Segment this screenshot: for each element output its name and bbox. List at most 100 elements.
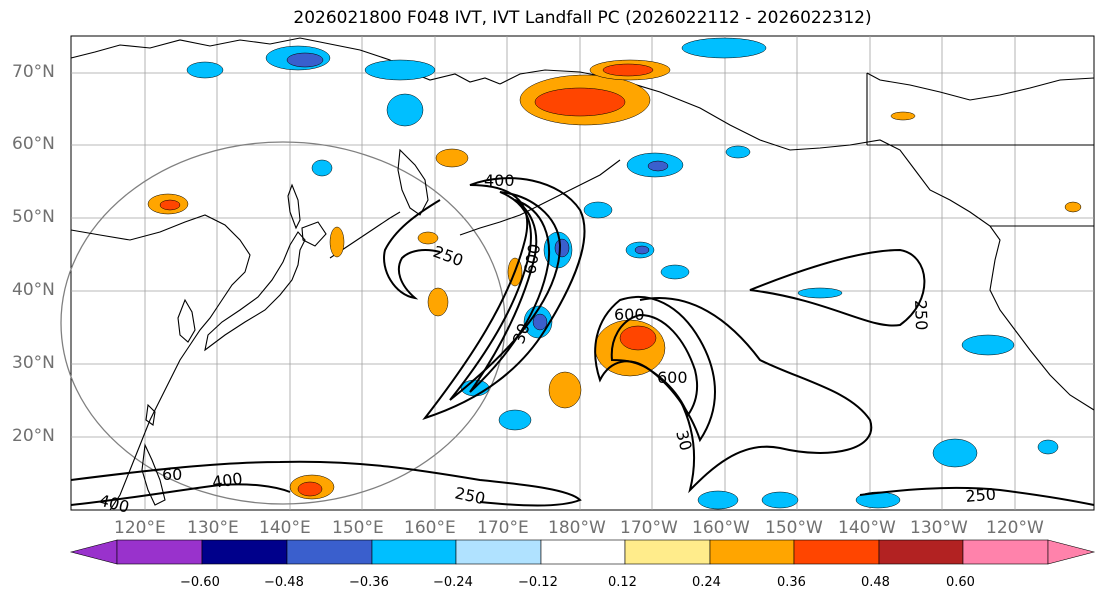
positive-anomaly-blob: [435, 148, 469, 168]
coastline-sakhalin: [287, 183, 301, 230]
colorbar-tick-label: 0.48: [861, 575, 890, 590]
ivt-contour-250-south: [70, 460, 582, 507]
colorbar-tick-label: −0.12: [518, 575, 558, 590]
coastline-hokkaido: [301, 221, 327, 247]
colorbar-tick-label: 0.36: [777, 575, 806, 590]
colorbar-segment: [962, 539, 1049, 565]
colorbar-segment: [624, 539, 711, 565]
colorbar-segment: [286, 539, 373, 565]
colorbar-tick-label: 0.12: [608, 575, 637, 590]
colorbar-segment: [793, 539, 880, 565]
ivt-anomaly-shading: [147, 37, 1082, 510]
negative-anomaly-blob: [725, 145, 751, 159]
ivt-contour-250-northeast: [749, 248, 926, 327]
negative-anomaly-blob: [634, 245, 650, 255]
lat-label: 30°N: [12, 353, 55, 373]
positive-anomaly-blob: [329, 226, 345, 258]
lon-label: 160°W: [692, 518, 750, 538]
negative-anomaly-blob: [1037, 439, 1059, 455]
positive-anomaly-blob: [159, 199, 181, 211]
coastline-asia-east: [70, 214, 251, 511]
negative-anomaly-blob: [364, 59, 436, 81]
coastline-kamchatka: [397, 148, 429, 216]
lat-label: 70°N: [12, 62, 55, 82]
lon-label: 170°E: [477, 518, 529, 538]
negative-anomaly-blob: [961, 334, 1015, 356]
negative-anomaly-blob: [532, 313, 548, 331]
lon-label: 120°E: [114, 518, 166, 538]
lon-label: 150°E: [332, 518, 384, 538]
positive-anomaly-blob: [890, 111, 916, 121]
lat-label: 60°N: [12, 134, 55, 154]
coastline-asia-north: [70, 37, 501, 85]
colorbar-segment: [201, 539, 288, 565]
positive-anomaly-blob: [427, 287, 449, 317]
colorbar: [69, 539, 1096, 565]
negative-anomaly-blob: [797, 287, 843, 299]
positive-anomaly-blob: [297, 481, 323, 497]
coastline-taiwan: [145, 403, 156, 426]
colorbar-low-extension: [69, 539, 118, 565]
coastlines: [70, 37, 1095, 511]
negative-anomaly-blob: [386, 93, 424, 127]
positive-anomaly-blob: [602, 63, 654, 77]
colorbar-segment: [455, 539, 542, 565]
lat-label: 20°N: [12, 426, 55, 446]
lon-label: 140°W: [838, 518, 896, 538]
colorbar-tick-label: −0.48: [264, 575, 304, 590]
lat-label: 50°N: [12, 207, 55, 227]
ivt-contour-250-hook: [383, 199, 441, 300]
coastline-korea: [177, 298, 196, 343]
negative-anomaly-blob: [932, 438, 978, 468]
ivt-contour-600: [610, 313, 698, 418]
lon-label: 180°W: [548, 518, 606, 538]
colorbar-high-extension: [1047, 539, 1096, 565]
colorbar-tick-label: 0.60: [946, 575, 975, 590]
ivt-contours: [70, 177, 1095, 507]
positive-anomaly-blob: [534, 87, 626, 117]
contour-label: 600: [614, 305, 645, 324]
negative-anomaly-blob: [697, 490, 739, 510]
positive-anomaly-blob: [1064, 201, 1082, 213]
colorbar-segment: [878, 539, 964, 565]
ivt-contour-600: [449, 191, 562, 401]
negative-anomaly-blob: [186, 61, 224, 79]
lon-label: 120°W: [986, 518, 1044, 538]
contour-label: 60: [162, 465, 182, 484]
coastline-aleutians: [459, 159, 621, 236]
positive-anomaly-blob: [548, 371, 582, 409]
colorbar-tick-label: −0.60: [180, 575, 220, 590]
lon-label: 130°E: [187, 518, 239, 538]
negative-anomaly-blob: [660, 264, 690, 280]
lon-label: 150°W: [765, 518, 823, 538]
ivt-contour-250-east: [639, 297, 873, 494]
colorbar-segment: [116, 539, 203, 565]
contour-label: 30: [672, 428, 696, 453]
colorbar-tick-label: −0.36: [349, 575, 389, 590]
negative-anomaly-blob: [498, 409, 532, 431]
lon-label: 140°E: [259, 518, 311, 538]
negative-anomaly-blob: [286, 52, 324, 68]
ivt-contour-1000: [469, 199, 550, 393]
coastline-alaska: [499, 69, 1095, 411]
colorbar-tick-label: 0.24: [692, 575, 721, 590]
negative-anomaly-blob: [554, 238, 570, 258]
colorbar-tick-label: −0.24: [433, 575, 473, 590]
lon-label: 130°W: [910, 518, 968, 538]
negative-anomaly-blob: [647, 160, 669, 172]
ivt-contour-400-south: [70, 483, 291, 506]
map-title: 2026021800 F048 IVT, IVT Landfall PC (20…: [293, 8, 872, 28]
ivt-contour-250-southeast: [859, 486, 1095, 506]
colorbar-segment: [540, 539, 626, 565]
contour-label: 250: [965, 484, 997, 506]
lon-label: 160°E: [404, 518, 456, 538]
landfall-region-circle: [60, 141, 506, 505]
contour-label: 600: [657, 368, 688, 387]
positive-anomaly-blob: [619, 325, 657, 351]
colorbar-segment: [371, 539, 457, 565]
lon-label: 170°W: [620, 518, 678, 538]
contour-label: 250: [911, 299, 931, 330]
coastline-philippines: [141, 443, 166, 506]
ivt-contour-400: [422, 177, 586, 420]
